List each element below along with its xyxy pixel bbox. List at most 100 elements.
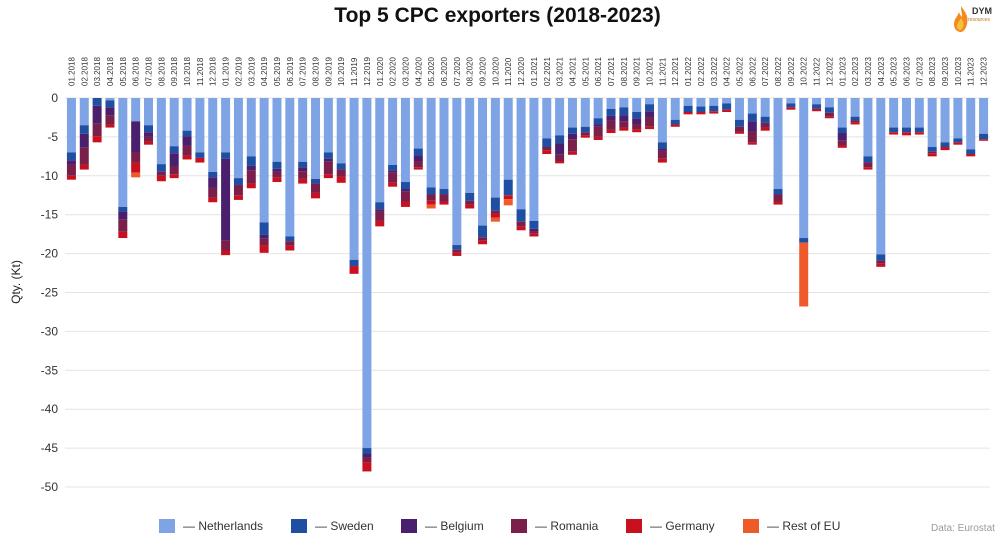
y-tick-label: -35 [41,363,59,377]
logo-text: DYM [972,6,992,16]
bar-segment-germany [747,142,757,145]
bar-segment-germany [413,167,423,170]
bar-segment-belgium [593,124,603,127]
bar-segment-netherlands [632,98,642,113]
x-tick-label: 12.2023 [980,57,989,86]
bar-segment-sweden [722,103,732,110]
bar-segment-netherlands [593,98,603,119]
bar-segment-netherlands [208,98,218,172]
x-tick-label: 03.2019 [247,57,256,86]
x-tick-label: 07.2018 [145,57,154,86]
bar-segment-belgium [92,105,102,124]
bar-segment-sweden [953,138,963,143]
bar-segment-belgium [747,121,757,132]
bar-segment-germany [632,129,642,133]
legend-item-netherlands[interactable]: — Netherlands [159,519,263,533]
bar-segment-romania [298,171,308,179]
bar-segment-sweden [529,220,539,229]
bar-segment-sweden [388,164,398,171]
x-tick-label: 08.2021 [620,57,629,86]
flame-icon [954,6,968,32]
bar-segment-belgium [272,168,282,172]
bar-segment-netherlands [645,98,655,105]
bar-segment-belgium [144,132,154,137]
bar-segment-romania [773,194,783,202]
bar-segment-romania [490,210,500,214]
bar-segment-netherlands [156,98,166,165]
bar-segment-netherlands [529,98,539,221]
legend-swatch [159,519,175,533]
x-tick-label: 06.2020 [440,57,449,86]
bar-segment-germany [555,161,565,164]
bar-segment-sweden [773,189,783,195]
bar-segment-romania [927,151,937,154]
bar-segment-germany [478,240,488,245]
bar-segment-netherlands [901,98,911,128]
bar-segment-netherlands [876,98,886,255]
x-tick-label: 01.2023 [838,57,847,86]
x-tick-label: 10.2020 [491,57,500,86]
x-tick-label: 08.2022 [774,57,783,86]
x-tick-label: 02.2018 [80,57,89,86]
legend-item-sweden[interactable]: — Sweden [291,519,374,533]
x-tick-label: 06.2022 [748,57,757,86]
x-tick-label: 04.2022 [723,57,732,86]
bar-segment-germany [375,220,385,227]
bar-segment-germany [439,201,449,205]
legend-item-belgium[interactable]: — Belgium [401,519,484,533]
y-tick-label: -50 [41,480,59,494]
bar-segment-belgium [606,115,616,121]
bar-segment-sweden [311,178,321,184]
bar-segment-germany [246,183,256,189]
bar-segment-romania [529,231,539,234]
bar-segment-germany [773,201,783,205]
x-tick-label: 05.2021 [581,57,590,86]
bar-segment-netherlands [760,98,770,117]
bar-segment-belgium [388,170,398,173]
bar-segment-germany [221,250,231,256]
x-tick-label: 05.2023 [890,57,899,86]
bar-segment-netherlands [413,98,423,149]
bar-segment-belgium [619,115,629,122]
y-tick-label: -15 [41,208,59,222]
bar-segment-romania [79,147,89,165]
bar-segment-germany [490,213,500,218]
y-tick-label: -40 [41,402,59,416]
bar-segment-sweden [208,171,218,178]
x-tick-label: 01.2021 [530,57,539,86]
x-tick-label: 12.2019 [363,57,372,86]
bar-segment-netherlands [863,98,873,157]
x-tick-label: 09.2019 [324,57,333,86]
x-tick-label: 07.2019 [299,57,308,86]
x-tick-label: 11.2023 [967,57,976,86]
x-tick-label: 01.2019 [222,57,231,86]
bar-segment-germany [876,263,886,267]
bar-segment-germany [979,139,989,141]
bar-segment-romania [760,122,770,128]
bar-segment-netherlands [105,98,115,101]
bar-segment-romania [850,120,860,123]
legend-swatch [626,519,642,533]
bar-segment-netherlands [979,98,989,134]
x-tick-label: 04.2020 [414,57,423,86]
bar-segment-belgium [208,177,218,188]
bar-segment-rest-of-eu [426,204,436,209]
bar-segment-germany [349,266,359,274]
legend-item-rest-of-eu[interactable]: — Rest of EU [743,519,840,533]
x-tick-label: 04.2018 [106,57,115,86]
bar-segment-germany [657,158,667,163]
x-tick-label: 06.2019 [286,57,295,86]
bar-segment-romania [92,123,102,137]
legend-item-romania[interactable]: — Romania [511,519,598,533]
bar-segment-romania [593,126,603,137]
x-tick-label: 10.2023 [954,57,963,86]
bar-segment-romania [169,166,179,175]
bar-segment-sweden [979,133,989,140]
bar-segment-netherlands [812,98,822,105]
bar-segment-belgium [837,133,847,141]
bar-segment-sweden [542,138,552,148]
legend-item-germany[interactable]: — Germany [626,519,715,533]
bar-segment-netherlands [221,98,231,153]
bar-segment-sweden [901,127,911,133]
bar-segment-sweden [696,106,706,113]
